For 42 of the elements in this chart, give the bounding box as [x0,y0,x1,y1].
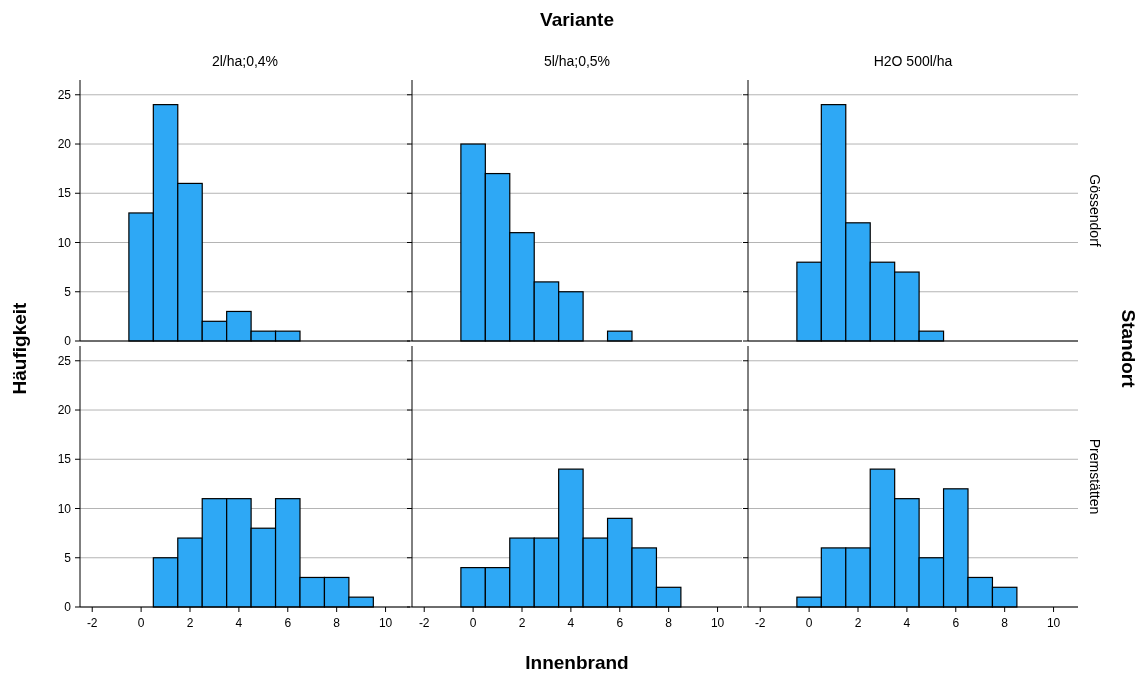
y-tick-label: 15 [57,452,72,467]
text: Standort [1118,309,1139,389]
x-tick-label: 6 [284,616,292,630]
y-tick-label: 0 [64,334,72,349]
y2-axis-title: Gössendorf [1087,174,1103,247]
x-tick-label: 2 [186,616,194,630]
x-tick-label: -2 [86,616,98,630]
x-tick-label: -2 [418,616,430,630]
chart-title: 2l/ha;0,4% [211,53,279,69]
x-tick-label: 8 [1001,616,1009,630]
x-tick-label: 0 [469,616,477,630]
y-tick-label: 0 [64,600,72,615]
y-axis-title: Häufigkeit [9,301,30,395]
x-tick-label: 6 [616,616,624,630]
y-tick-label: 5 [64,284,72,299]
y-tick-label: 15 [57,186,72,201]
y-tick-label: 10 [57,501,72,516]
x-axis-title: Innenbrand [525,652,629,673]
text: Variante [540,9,614,30]
x-tick-label: 0 [805,616,813,630]
x-tick-label: 6 [952,616,960,630]
chart-title: 5l/ha;0,5% [543,53,611,69]
x-tick-label: 4 [235,616,243,630]
y-tick-label: 5 [64,550,72,565]
x-tick-label: 10 [1046,616,1061,630]
y-tick-label: 20 [57,403,72,418]
x-tick-label: 10 [378,616,393,630]
x-tick-label: 2 [854,616,862,630]
y-tick-label: 25 [57,87,72,102]
x-tick-label: 4 [903,616,911,630]
chart-title: H2O 500l/ha [873,53,953,69]
y-tick-label: 10 [57,235,72,250]
x-tick-label: 2 [518,616,526,630]
x-tick-label: 8 [665,616,673,630]
x-tick-label: 10 [710,616,725,630]
x-tick-label: 4 [567,616,575,630]
y-tick-label: 25 [57,353,72,368]
x-tick-label: -2 [754,616,766,630]
x-tick-label: 8 [333,616,341,630]
y2-axis-title: Premstätten [1087,438,1103,515]
x-tick-label: 0 [137,616,145,630]
y-tick-label: 20 [57,137,72,152]
